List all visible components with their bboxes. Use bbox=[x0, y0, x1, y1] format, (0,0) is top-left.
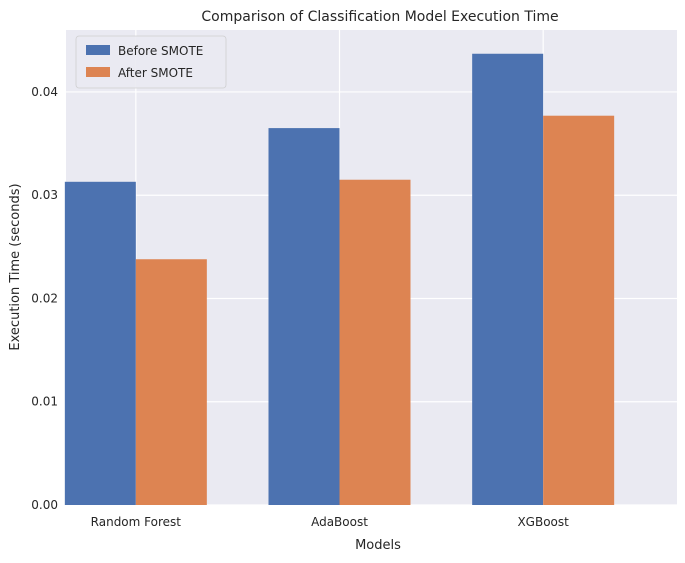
x-tick-label: AdaBoost bbox=[311, 515, 368, 529]
bars bbox=[64, 53, 615, 506]
x-tick-label: Random Forest bbox=[91, 515, 182, 529]
x-axis-label: Models bbox=[355, 538, 401, 553]
bar-before-smote-xgboost bbox=[472, 53, 544, 505]
chart-title: Comparison of Classification Model Execu… bbox=[201, 9, 558, 25]
y-tick-label: 0.04 bbox=[31, 85, 58, 99]
bar-before-smote-adaboost bbox=[268, 128, 340, 505]
y-tick-label: 0.00 bbox=[31, 498, 58, 512]
x-tick-label: XGBoost bbox=[517, 515, 569, 529]
legend: Before SMOTE After SMOTE bbox=[75, 35, 227, 89]
y-tick-label: 0.02 bbox=[31, 291, 58, 305]
legend-swatch-after-smote bbox=[86, 67, 110, 77]
y-axis-label: Execution Time (seconds) bbox=[8, 183, 23, 350]
y-tick-label: 0.03 bbox=[31, 188, 58, 202]
bar-after-smote-random-forest bbox=[135, 259, 207, 505]
legend-swatch-before-smote bbox=[86, 45, 110, 55]
bar-after-smote-xgboost bbox=[543, 115, 615, 506]
bar-before-smote-random-forest bbox=[64, 181, 136, 506]
y-tick-label: 0.01 bbox=[31, 395, 58, 409]
tick-labels: 0.00 0.01 0.02 0.03 0.04 Random Forest AdaBoos… bbox=[31, 85, 569, 529]
legend-label-after-smote: After SMOTE bbox=[118, 66, 193, 80]
legend-box bbox=[75, 35, 227, 89]
bar-after-smote-adaboost bbox=[339, 179, 411, 505]
legend-label-before-smote: Before SMOTE bbox=[118, 44, 203, 58]
